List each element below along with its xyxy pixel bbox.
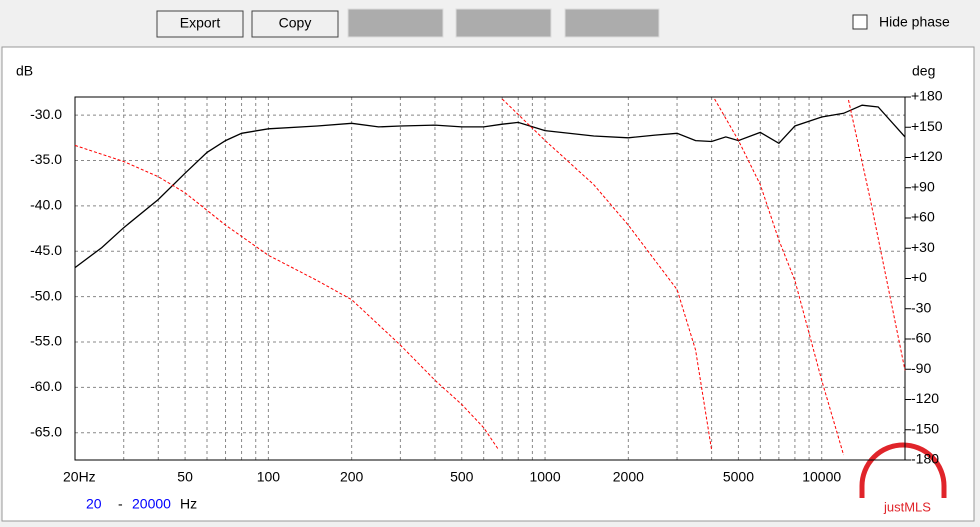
- watermark: justMLS: [883, 499, 931, 514]
- y-tick-label: -50.0: [30, 287, 62, 303]
- hide-phase-checkbox[interactable]: [852, 14, 868, 30]
- x-tick-label: 50: [177, 469, 193, 485]
- y-tick-label: -30.0: [30, 106, 62, 122]
- chart-panel: [1, 46, 975, 522]
- copy-button[interactable]: [251, 10, 339, 38]
- y-tick-label: -65.0: [30, 423, 62, 439]
- range-sep: -: [118, 496, 123, 512]
- magnitude-line: [74, 104, 906, 269]
- x-tick-label: 2000: [613, 469, 644, 485]
- y2-tick-label: +90: [911, 178, 935, 194]
- x-tick-label: 500: [450, 469, 474, 485]
- range-from: 20: [86, 496, 102, 512]
- export-button[interactable]: [156, 10, 244, 38]
- range-to: 20000: [132, 496, 171, 512]
- range-unit: Hz: [180, 496, 197, 512]
- x-tick-label: 20Hz: [63, 469, 96, 485]
- y2-tick-label: +120: [911, 148, 943, 164]
- y2-tick-label: +30: [911, 239, 935, 255]
- export-label: Export: [180, 15, 221, 31]
- y2-tick-label: +60: [911, 209, 935, 225]
- plot-frame: [74, 96, 906, 461]
- y2-tick-label: -60: [911, 330, 931, 346]
- y-tick-label: -55.0: [30, 333, 62, 349]
- x-tick-label: 10000: [802, 469, 841, 485]
- y2-tick-label: -150: [911, 420, 939, 436]
- y2-tick-label: -120: [911, 390, 939, 406]
- y-tick-label: -40.0: [30, 197, 62, 213]
- watermark-logo: [859, 442, 947, 498]
- y2-tick-label: +180: [911, 88, 943, 104]
- disabled-button: [564, 8, 660, 38]
- x-tick-label: 100: [257, 469, 281, 485]
- y2-axis-label: deg: [912, 63, 935, 79]
- y2-tick-label: -180: [911, 451, 939, 467]
- x-tick-label: 1000: [529, 469, 560, 485]
- y2-tick-label: +0: [911, 269, 927, 285]
- y-axis-label: dB: [16, 63, 33, 79]
- x-tick-label: 5000: [723, 469, 754, 485]
- y-tick-label: -45.0: [30, 242, 62, 258]
- y2-tick-label: -90: [911, 360, 931, 376]
- disabled-button: [347, 8, 444, 38]
- y2-tick-label: +150: [911, 118, 943, 134]
- y2-tick-label: -30: [911, 299, 931, 315]
- hide-phase-label[interactable]: Hide phase: [879, 14, 950, 30]
- y-tick-label: -35.0: [30, 151, 62, 167]
- x-tick-label: 200: [340, 469, 364, 485]
- y-tick-label: -60.0: [30, 378, 62, 394]
- copy-label: Copy: [279, 15, 312, 31]
- disabled-button: [455, 8, 552, 38]
